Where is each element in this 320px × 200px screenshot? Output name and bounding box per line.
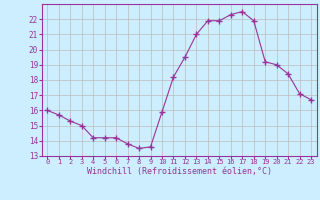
X-axis label: Windchill (Refroidissement éolien,°C): Windchill (Refroidissement éolien,°C) bbox=[87, 167, 272, 176]
